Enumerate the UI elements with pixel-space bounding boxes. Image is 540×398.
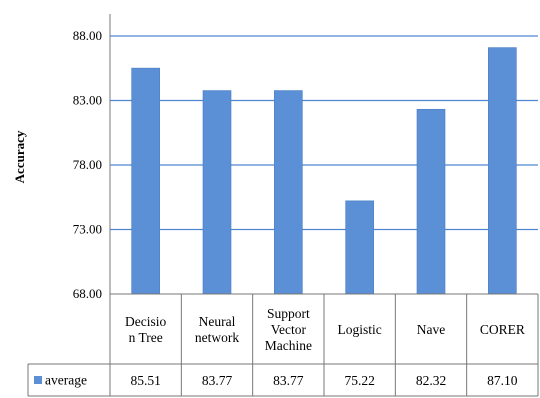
y-tick-label: 83.00 [73, 93, 102, 108]
data-value-label: 83.77 [202, 373, 233, 388]
y-tick-label: 78.00 [73, 157, 102, 172]
bar [488, 47, 517, 295]
bar [416, 108, 446, 295]
series-name: average [45, 373, 87, 388]
data-value-label: 83.77 [273, 373, 304, 388]
legend-swatch [34, 376, 42, 384]
gridlines [109, 14, 538, 294]
data-value-label: 75.22 [344, 373, 374, 388]
y-tick-label: 68.00 [73, 286, 102, 301]
category-label: Neural network [195, 314, 239, 345]
category-label: Decisio n Tree [125, 314, 166, 345]
bar [202, 90, 232, 295]
data-value-label: 85.51 [130, 373, 160, 388]
category-label: Logistic [338, 322, 382, 337]
y-tick-label: 73.00 [73, 222, 102, 237]
bar [274, 90, 303, 295]
category-label: Support Vector Machine [265, 306, 312, 353]
category-label: Nave [417, 322, 445, 337]
category-label: CORER [480, 322, 525, 337]
bars [131, 47, 517, 295]
y-tick-label: 88.00 [73, 28, 102, 43]
bar [131, 67, 160, 295]
bar [345, 200, 374, 295]
y-axis-title: Accuracy [12, 130, 27, 183]
data-table: Decisio n Tree Neural network Support Vector M… [27, 293, 539, 397]
data-value-label: 87.10 [487, 373, 518, 388]
y-axis-ticks: 68.00 73.00 78.00 83.00 88.00 [73, 28, 102, 301]
data-value-label: 82.32 [416, 373, 446, 388]
